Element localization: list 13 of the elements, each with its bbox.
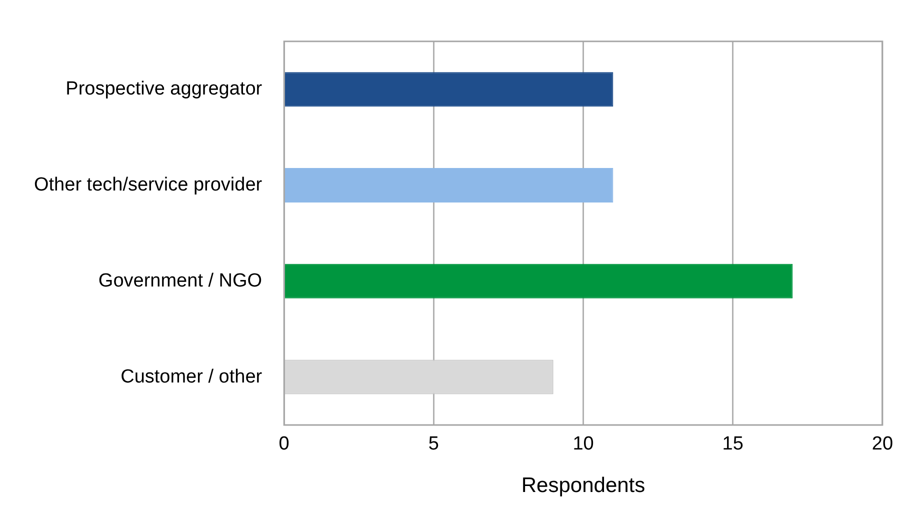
y-tick-label: Prospective aggregator (66, 78, 263, 100)
x-tick-label: 15 (722, 434, 744, 455)
y-tick-label: Customer / other (120, 366, 263, 388)
x-axis-title: Respondents (521, 474, 646, 498)
y-tick-label: Government / NGO (98, 270, 262, 292)
x-tick-label: 20 (872, 434, 894, 455)
bar (284, 264, 793, 298)
x-tick-label: 10 (572, 434, 594, 455)
x-tick-label: 0 (278, 434, 290, 455)
x-tick-label: 5 (428, 434, 439, 455)
bar (284, 72, 614, 107)
bar (284, 168, 614, 203)
y-tick-label: Other tech/service provider (34, 174, 263, 196)
